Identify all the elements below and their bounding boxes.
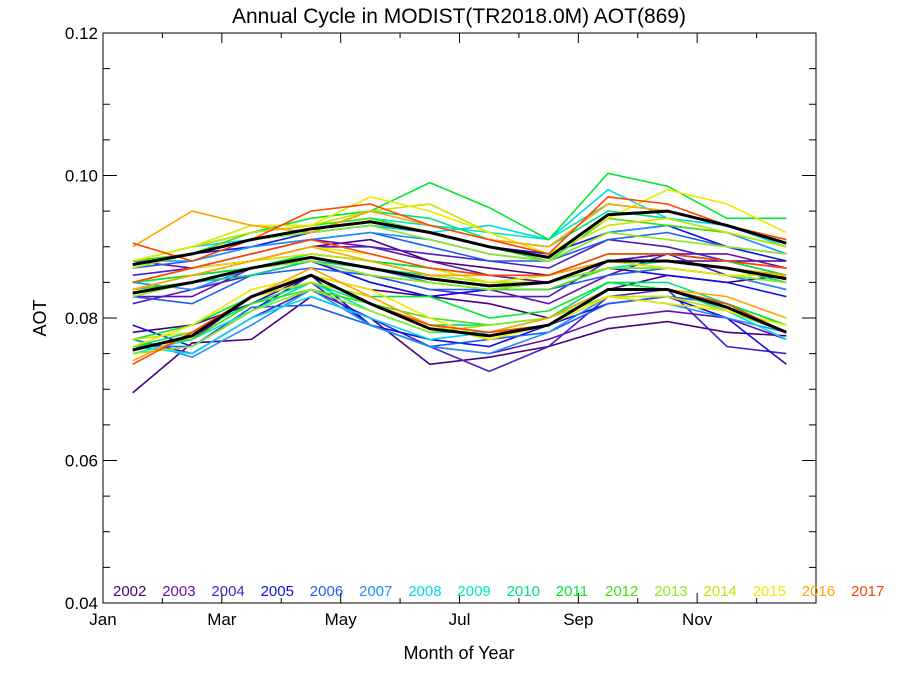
mean-lines-layer: [132, 209, 787, 352]
legend-entry-2009: 2009: [457, 583, 490, 600]
series-line-2014: [132, 203, 787, 262]
series-line-2005: [132, 274, 787, 365]
legend-entry-2013: 2013: [654, 583, 687, 600]
y-tick-label: 0.10: [65, 167, 98, 186]
series-line-2002: [132, 295, 787, 394]
legend-entry-2016: 2016: [802, 583, 835, 600]
x-tick-label: Mar: [207, 610, 237, 629]
y-axis-label: AOT: [30, 299, 50, 336]
series-line-2017: [132, 238, 787, 284]
legend-entry-2017: 2017: [851, 583, 884, 600]
legend-entry-2010: 2010: [507, 583, 540, 600]
legend-entry-2005: 2005: [261, 583, 294, 600]
legend-entry-2003: 2003: [162, 583, 195, 600]
series-line-2007: [132, 288, 787, 359]
x-axis-label: Month of Year: [403, 643, 514, 663]
x-tick-label: Nov: [682, 610, 713, 629]
series-line-2006: [132, 295, 787, 348]
legend-entry-2002: 2002: [113, 583, 146, 600]
y-tick-label: 0.06: [65, 452, 98, 471]
x-tick-label: Jan: [89, 610, 116, 629]
legend-entry-2007: 2007: [359, 583, 392, 600]
legend-entry-2011: 2011: [556, 583, 588, 600]
series-line-2008: [132, 188, 787, 262]
series-line-2012: [132, 288, 787, 348]
x-tick-label: Jul: [449, 610, 471, 629]
legend-entry-2012: 2012: [605, 583, 638, 600]
legend-entry-2008: 2008: [408, 583, 441, 600]
chart-title: Annual Cycle in MODIST(TR2018.0M) AOT(86…: [232, 5, 686, 28]
series-line-2015: [132, 188, 787, 262]
legend-entry-2006: 2006: [310, 583, 343, 600]
legend: 2002 2003 2004 2005 2006 2007 2008 2009 2010 2011…: [113, 583, 884, 600]
tick-labels: Jan Mar May Jul Sep Nov 0.04 0.06 0.08 0.10 0.12: [65, 24, 713, 629]
series-line-2010: [132, 281, 787, 348]
y-tick-label: 0.12: [65, 24, 98, 43]
axis-ticks: [102, 32, 817, 604]
legend-entry-2004: 2004: [211, 583, 244, 600]
mean-line: [132, 273, 787, 352]
legend-entry-2015: 2015: [753, 583, 786, 600]
mean-line: [132, 255, 787, 295]
x-tick-label: Sep: [563, 610, 593, 629]
y-tick-label: 0.08: [65, 309, 98, 328]
series-line-2017: [132, 274, 787, 366]
legend-entry-2014: 2014: [703, 583, 736, 600]
x-tick-label: May: [325, 610, 358, 629]
mean-line: [132, 209, 787, 267]
y-tick-label: 0.04: [65, 594, 98, 613]
